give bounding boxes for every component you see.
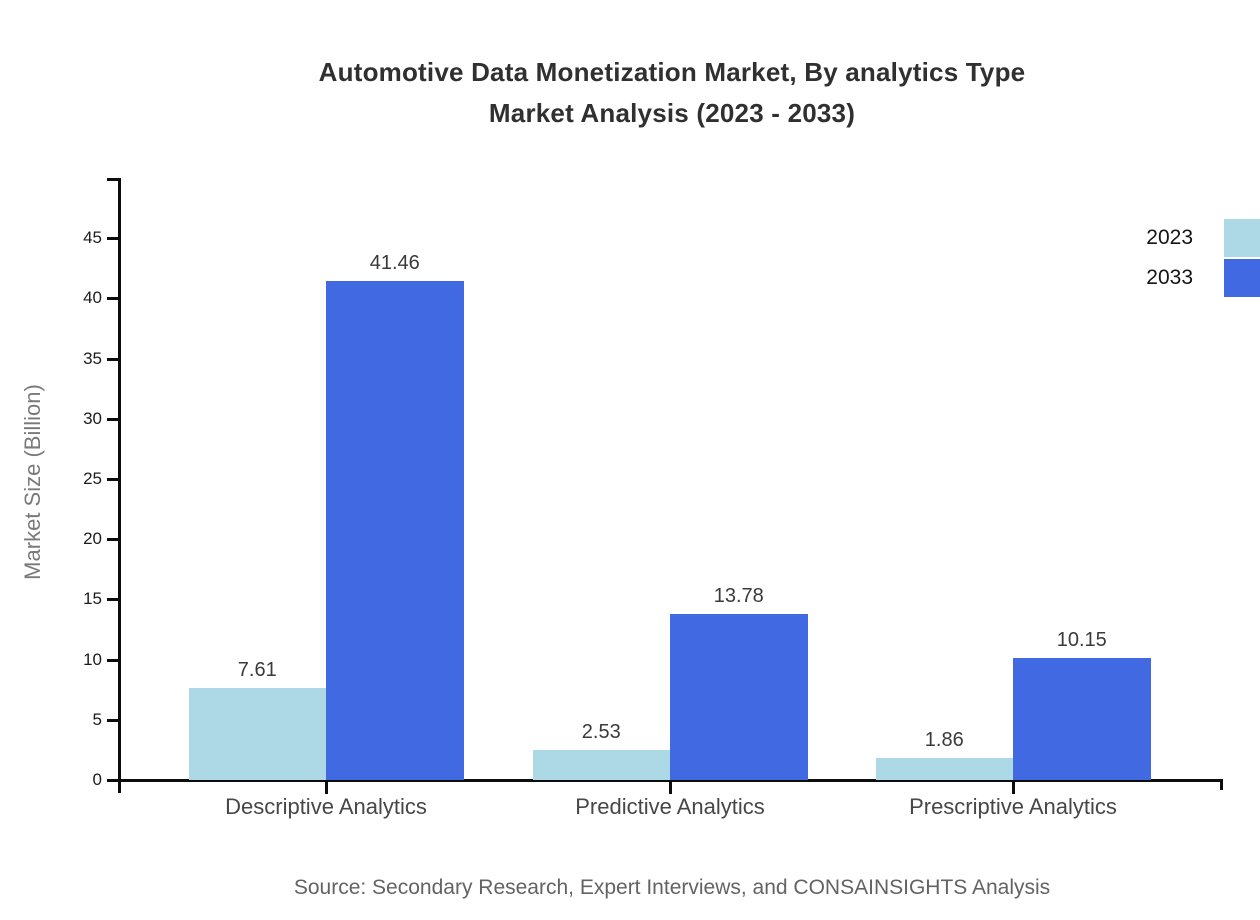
value-label-2033-predictive-analytics: 13.78 (713, 585, 764, 608)
y-tick-25 (107, 478, 121, 481)
x-tick-descriptive-analytics (325, 780, 328, 794)
y-tick-10 (107, 658, 121, 662)
y-tick-label-10: 10 (83, 649, 102, 669)
y-axis-line (118, 178, 121, 793)
y-tick-30 (107, 417, 121, 421)
x-tick-predictive-analytics (669, 780, 672, 794)
x-axis-end-cap (1220, 779, 1223, 790)
chart-title: Automotive Data Monetization Market, By … (121, 52, 1223, 134)
bar-2023-prescriptive-analytics (875, 757, 1013, 780)
value-label-2023-prescriptive-analytics: 1.86 (924, 728, 964, 751)
bar-2023-descriptive-analytics (188, 688, 326, 780)
y-tick-label-25: 25 (83, 469, 102, 488)
y-tick-20 (107, 538, 121, 542)
bar-2033-descriptive-analytics (326, 280, 464, 780)
y-tick-label-20: 20 (83, 529, 102, 549)
bar-2033-prescriptive-analytics (1013, 657, 1151, 780)
y-tick-15 (107, 598, 121, 602)
y-tick-45 (107, 237, 121, 241)
y-tick-label-5: 5 (92, 709, 102, 729)
y-tick-label-40: 40 (83, 288, 102, 308)
bar-2033-predictive-analytics (670, 614, 808, 780)
value-label-2023-predictive-analytics: 2.53 (581, 720, 621, 743)
y-tick-5 (107, 718, 121, 722)
bar-2023-predictive-analytics (532, 749, 670, 780)
y-tick-label-0: 0 (92, 770, 102, 789)
legend-label-2023: 2023 (1146, 226, 1193, 249)
value-label-2033-descriptive-analytics: 41.46 (369, 251, 420, 274)
y-axis-top-cap (107, 178, 121, 181)
y-tick-label-30: 30 (83, 408, 102, 428)
y-tick-label-35: 35 (83, 348, 102, 368)
source-note: Source: Secondary Research, Expert Inter… (293, 876, 1051, 899)
legend: 2023 2033 (1146, 219, 1260, 299)
x-axis-line (107, 779, 1223, 782)
category-label-descriptive-analytics: Descriptive Analytics (225, 794, 427, 819)
legend-swatch-2033 (1224, 259, 1260, 297)
x-tick-prescriptive-analytics (1012, 780, 1015, 794)
value-label-2023-descriptive-analytics: 7.61 (237, 659, 277, 682)
y-tick-label-45: 45 (83, 228, 102, 248)
y-tick-0 (107, 779, 121, 782)
value-label-2033-prescriptive-analytics: 10.15 (1056, 628, 1107, 651)
chart-title-line1: Automotive Data Monetization Market, By … (318, 57, 1026, 87)
y-tick-35 (107, 357, 121, 361)
chart-title-line2: Market Analysis (2023 - 2033) (488, 98, 856, 128)
legend-swatch-2023 (1224, 219, 1260, 257)
y-tick-label-15: 15 (83, 589, 102, 609)
y-tick-40 (107, 297, 121, 301)
legend-item-2023: 2023 (1146, 219, 1260, 257)
legend-label-2033: 2033 (1146, 266, 1193, 289)
category-label-predictive-analytics: Predictive Analytics (575, 794, 765, 819)
legend-item-2033: 2033 (1146, 259, 1260, 297)
category-label-prescriptive-analytics: Prescriptive Analytics (909, 794, 1117, 819)
